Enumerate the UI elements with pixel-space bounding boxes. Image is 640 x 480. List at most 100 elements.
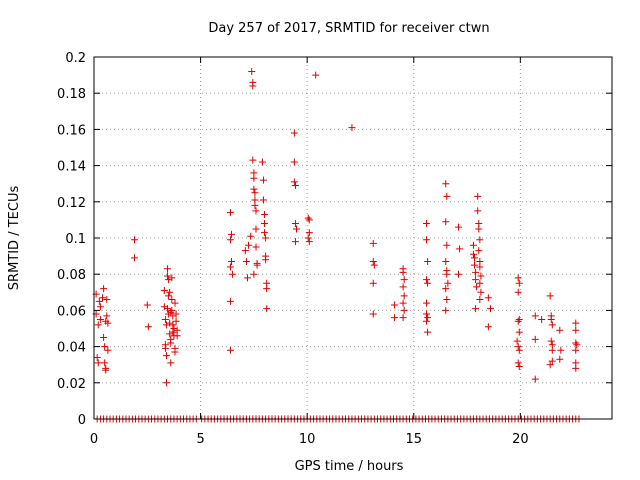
data-point xyxy=(248,67,256,75)
data-point xyxy=(474,207,482,215)
x-tick-label: 20 xyxy=(512,432,529,447)
data-point xyxy=(475,247,483,255)
data-point xyxy=(442,285,450,293)
data-point xyxy=(443,296,451,304)
data-point xyxy=(531,375,539,383)
chart-title: Day 257 of 2017, SRMTID for receiver ctw… xyxy=(208,21,489,36)
data-point xyxy=(101,359,109,367)
data-point xyxy=(514,343,522,351)
data-point xyxy=(168,274,176,282)
data-point xyxy=(423,317,431,325)
data-point xyxy=(252,225,260,233)
data-point xyxy=(247,232,255,240)
data-point xyxy=(477,272,485,280)
data-point xyxy=(173,332,181,340)
data-point xyxy=(424,258,432,266)
data-point xyxy=(227,258,235,266)
data-point xyxy=(169,328,177,336)
data-point xyxy=(165,292,173,300)
x-tick-label: 15 xyxy=(405,432,422,447)
data-point xyxy=(100,285,108,293)
data-point xyxy=(172,310,180,318)
y-tick-label: 0.12 xyxy=(57,196,86,211)
data-point xyxy=(101,343,109,351)
data-point xyxy=(548,357,556,365)
data-point xyxy=(399,299,407,307)
data-point xyxy=(305,238,313,246)
grid xyxy=(94,57,612,419)
data-point xyxy=(475,225,483,233)
data-point xyxy=(226,297,234,305)
data-point xyxy=(484,294,492,302)
y-tick-label: 0.16 xyxy=(57,123,86,138)
data-point xyxy=(369,239,377,247)
data-point xyxy=(476,263,484,271)
data-point xyxy=(348,124,356,132)
data-point xyxy=(476,296,484,304)
y-tick-label: 0.06 xyxy=(57,304,86,319)
data-point xyxy=(166,330,174,338)
data-point xyxy=(514,288,522,296)
data-point xyxy=(369,310,377,318)
data-point xyxy=(164,305,172,313)
data-point xyxy=(166,288,174,296)
data-point xyxy=(391,314,399,322)
data-point xyxy=(515,346,523,354)
data-point xyxy=(514,274,522,282)
x-tick-label: 0 xyxy=(90,432,98,447)
data-point xyxy=(291,238,299,246)
data-point xyxy=(444,279,452,287)
data-point xyxy=(93,353,101,361)
data-point xyxy=(169,312,177,320)
data-point xyxy=(143,301,151,309)
data-point xyxy=(472,276,480,284)
data-point xyxy=(162,379,170,387)
y-tick-label: 0.18 xyxy=(57,87,86,102)
data-point xyxy=(226,346,234,354)
data-point xyxy=(471,261,479,269)
data-point xyxy=(96,303,104,311)
data-point xyxy=(172,317,180,325)
data-point xyxy=(455,223,463,231)
data-point xyxy=(548,346,556,354)
data-point xyxy=(229,270,237,278)
data-point xyxy=(171,348,179,356)
data-point xyxy=(167,339,175,347)
data-point xyxy=(556,326,564,334)
x-tick-label: 5 xyxy=(196,432,204,447)
data-point xyxy=(291,220,299,228)
data-point xyxy=(304,234,312,242)
data-point xyxy=(557,346,565,354)
data-point xyxy=(399,314,407,322)
data-point xyxy=(442,306,450,314)
data-point xyxy=(171,299,179,307)
data-point xyxy=(423,310,431,318)
data-point xyxy=(131,236,139,244)
data-point xyxy=(472,268,480,276)
data-point xyxy=(484,323,492,331)
data-point xyxy=(263,305,271,313)
data-point xyxy=(262,234,270,242)
data-point xyxy=(443,241,451,249)
data-point xyxy=(443,192,451,200)
data-point xyxy=(423,299,431,307)
data-point xyxy=(103,312,111,320)
data-point xyxy=(261,210,269,218)
data-point xyxy=(556,355,564,363)
data-point xyxy=(423,236,431,244)
data-point xyxy=(164,265,172,273)
y-tick-label: 0 xyxy=(78,413,86,428)
data-point xyxy=(226,263,234,271)
data-point xyxy=(514,317,522,325)
data-point xyxy=(166,319,174,327)
data-point xyxy=(369,258,377,266)
data-point xyxy=(514,359,522,367)
x-tick-labels: 0 5 10 15 20 xyxy=(90,432,529,447)
y-tick-labels: 0 0.02 0.04 0.06 0.08 0.1 0.12 0.14 0.16 0.18 0.2 xyxy=(57,51,86,428)
data-point xyxy=(546,292,554,300)
data-point xyxy=(162,352,170,360)
data-point xyxy=(399,268,407,276)
data-point xyxy=(513,337,521,345)
data-point xyxy=(144,323,152,331)
